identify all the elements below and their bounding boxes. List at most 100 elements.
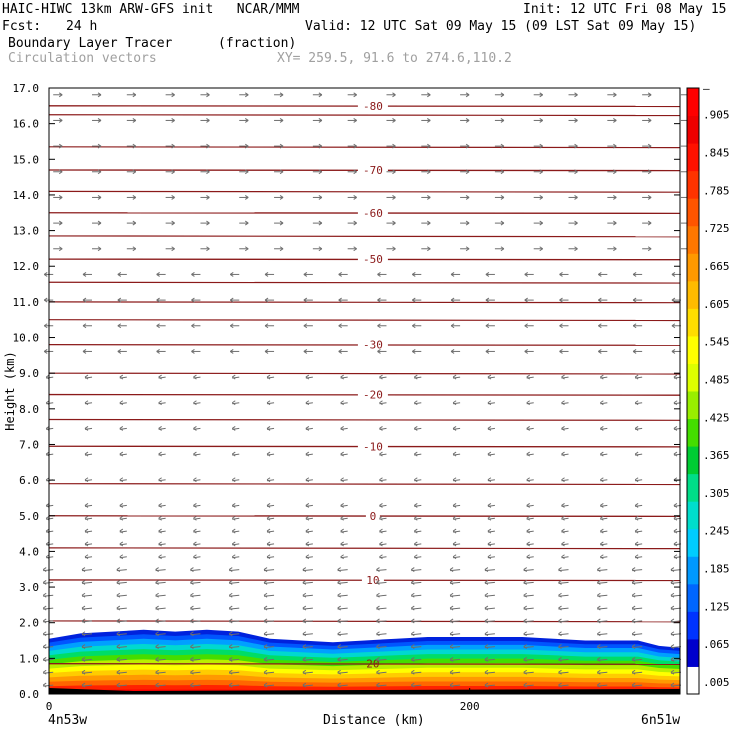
vector-head [484, 618, 489, 624]
circulation-vector [671, 323, 681, 329]
circulation-vector [231, 515, 240, 521]
vector-head [574, 169, 578, 175]
circulation-vector [200, 143, 210, 149]
circulation-vector [523, 644, 534, 650]
vector-head [305, 528, 310, 534]
circulation-vector [155, 657, 166, 662]
circulation-vector [347, 220, 357, 226]
colorbar-segment [687, 225, 699, 254]
vector-head [377, 272, 381, 277]
vector-head [379, 426, 383, 431]
vector-head [670, 605, 675, 611]
vector-head [279, 195, 284, 200]
vector-head [116, 631, 121, 637]
circulation-vector [305, 554, 313, 560]
circulation-vector [228, 669, 240, 675]
circulation-vector [158, 503, 166, 508]
vector-head [340, 477, 344, 483]
circulation-vector [523, 618, 534, 624]
circulation-vector [302, 567, 313, 573]
vector-head [673, 515, 678, 521]
vector-head [539, 246, 543, 252]
circulation-vector [670, 580, 681, 585]
vector-head [561, 451, 565, 457]
vector-head [340, 554, 344, 560]
vector-head [539, 169, 543, 175]
circulation-vector [411, 580, 422, 585]
circulation-vector [239, 169, 249, 175]
vector-head [119, 426, 124, 431]
circulation-vector [340, 451, 348, 457]
circulation-vector [460, 220, 470, 226]
vector-head [43, 349, 48, 354]
circulation-vector [126, 92, 137, 98]
vector-head [229, 349, 234, 354]
vector-head [193, 451, 197, 457]
vector-head [158, 400, 162, 406]
vector-head [487, 503, 492, 508]
isotherm-label-bg [357, 252, 388, 266]
circulation-vector [523, 669, 534, 675]
circulation-vector [386, 92, 396, 98]
vector-head [673, 426, 678, 431]
isotherm-label: -20 [363, 389, 383, 402]
vector-head [411, 567, 415, 573]
circulation-vector [559, 272, 569, 277]
circulation-vector [485, 297, 495, 303]
circulation-vector [411, 682, 422, 688]
circulation-vector [165, 169, 175, 175]
vector-head [42, 592, 47, 598]
circulation-vector [411, 592, 422, 598]
circulation-vector [484, 580, 495, 585]
circulation-vector [449, 682, 461, 688]
vector-head [673, 528, 678, 534]
vector-head [42, 644, 47, 650]
vector-head [598, 272, 602, 277]
circulation-vector [379, 554, 387, 560]
vector-head [190, 657, 194, 662]
vector-head [523, 631, 527, 637]
vector-head [116, 580, 121, 585]
circulation-vector [45, 426, 54, 431]
circulation-vector [274, 118, 284, 123]
circulation-vector [155, 580, 166, 585]
isotherm-label-bg [357, 205, 388, 219]
circulation-vector [634, 515, 643, 521]
vector-head [670, 567, 675, 573]
vector-head [119, 451, 124, 457]
vector-head [116, 669, 121, 675]
circulation-vector [533, 246, 543, 252]
vector-head [452, 374, 457, 380]
circulation-vector [484, 644, 495, 650]
circulation-vector [533, 92, 543, 98]
vector-head [558, 618, 562, 624]
vector-head [155, 669, 159, 675]
isotherm-label: -30 [363, 339, 383, 352]
circulation-vector [228, 605, 240, 611]
circulation-vector [484, 592, 495, 598]
vector-head [598, 323, 602, 329]
vector-head [229, 323, 234, 329]
y-tick-label: 9.0 [19, 367, 39, 380]
vector-head [414, 374, 418, 380]
isotherm-line [48, 483, 681, 486]
vector-head [266, 528, 271, 534]
isotherm-line [48, 146, 681, 149]
vector-head [190, 618, 194, 624]
circulation-vector [231, 426, 240, 431]
vector-head [449, 657, 454, 662]
circulation-vector [421, 118, 431, 123]
circulation-vector [92, 220, 102, 226]
vector-head [539, 220, 543, 226]
colorbar-segment [687, 528, 699, 557]
circulation-vector [452, 477, 461, 483]
vector-head [97, 118, 102, 123]
vector-head [452, 503, 457, 508]
vector-head [302, 605, 307, 611]
vector-head [523, 580, 527, 585]
vector-head [155, 592, 159, 598]
circulation-vector [598, 272, 608, 277]
circulation-vector [452, 528, 461, 534]
circulation-vector [340, 528, 348, 534]
circulation-vector [305, 426, 313, 431]
